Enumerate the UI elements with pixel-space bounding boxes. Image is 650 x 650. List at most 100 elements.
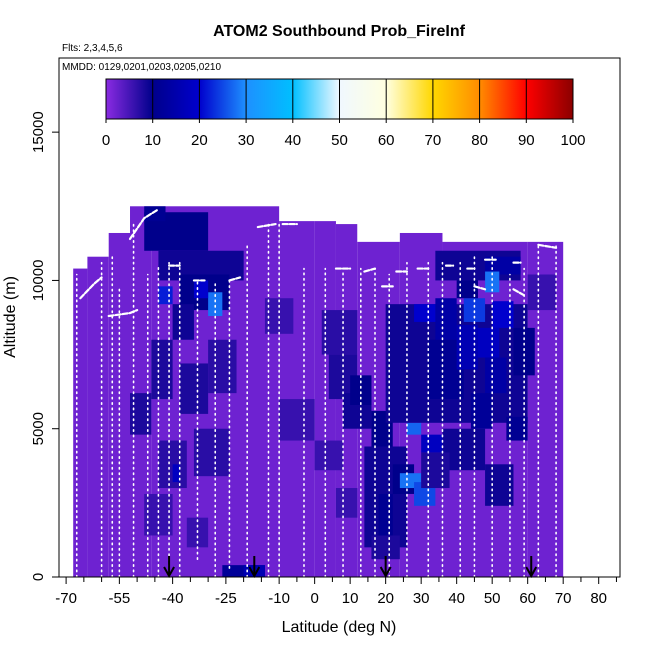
heatmap-cell — [208, 339, 237, 394]
x-tick-label: 50 — [484, 590, 501, 607]
heatmap-cell — [485, 464, 514, 506]
heatmap-layer — [73, 206, 564, 577]
heatmap-cell — [279, 399, 315, 441]
heatmap-cell — [527, 274, 557, 311]
colorbar-tick-label: 0 — [102, 132, 110, 149]
arrow-marker — [163, 556, 175, 579]
colorbar-tick-label: 20 — [191, 132, 208, 149]
colorbar-tick-label: 70 — [425, 132, 442, 149]
heatmap-cell — [456, 324, 478, 370]
y-tick-label: 0 — [30, 573, 47, 581]
x-tick-label: -25 — [215, 590, 237, 607]
x-tick-label: 0 — [310, 590, 318, 607]
arrow-head — [525, 566, 538, 579]
heatmap-cell — [414, 304, 436, 322]
heatmap-cell — [378, 493, 393, 536]
flight-track-cruise — [512, 288, 526, 297]
arrow-head — [248, 566, 261, 579]
heatmap-cell — [506, 416, 528, 441]
heatmap-cell — [485, 271, 500, 293]
x-tick-label: 40 — [448, 590, 465, 607]
flights-note: Flts: 2,3,4,5,6 — [62, 43, 123, 54]
heatmap-cell — [456, 277, 478, 299]
heatmap-cell — [470, 393, 493, 429]
heatmap-cell — [463, 298, 486, 322]
heatmap-cell — [335, 488, 358, 518]
colorbar-tick-label: 90 — [518, 132, 535, 149]
flight-track-cruise — [256, 222, 277, 229]
flight-track-cruise — [107, 308, 139, 318]
flight-track-layer — [75, 220, 557, 577]
colorbar: 0 10 20 30 40 50 60 70 80 90 100 — [102, 78, 586, 149]
x-tick-label: 80 — [590, 590, 607, 607]
x-tick-label: -55 — [109, 590, 131, 607]
x-tick-label: 10 — [342, 590, 359, 607]
plot-frame — [58, 57, 621, 578]
x-tick-label: -10 — [268, 590, 290, 607]
heatmap-cell — [485, 256, 521, 275]
arrow-marker — [525, 556, 538, 579]
colorbar-tick-label: 40 — [284, 132, 301, 149]
heatmap-cell — [193, 280, 209, 299]
x-tick-label: 60 — [519, 590, 536, 607]
heatmap-cell — [172, 464, 180, 483]
flight-track-cruise — [79, 276, 103, 300]
colorbar-tick-label: 100 — [560, 132, 585, 149]
colorbar-tick-label: 30 — [238, 132, 255, 149]
heatmap-cell — [314, 440, 344, 471]
arrow-head — [163, 566, 175, 579]
colorbar-tick-label: 80 — [471, 132, 488, 149]
heatmap-cell — [144, 206, 166, 222]
heatmap-cell — [179, 363, 209, 414]
heatmap-cell — [350, 375, 372, 405]
heatmap-cell — [158, 286, 173, 305]
y-tick-label: 5000 — [30, 412, 47, 445]
y-tick-label: 15000 — [30, 111, 47, 153]
y-tick-label: 10000 — [30, 260, 47, 302]
colorbar-tick-label: 50 — [331, 132, 348, 149]
colorbar-ticks: 0 10 20 30 40 50 60 70 80 90 100 — [102, 79, 586, 149]
y-axis: 0 5000 10000 15000 — [30, 111, 59, 581]
heatmap-background-column — [87, 256, 109, 577]
x-axis: -70 -55 -40 -25 -10 0 10 20 30 40 50 60 70 80 — [55, 577, 617, 607]
x-tick-label: 20 — [377, 590, 394, 607]
heatmap-background-column — [130, 206, 152, 577]
arrow-marker-layer — [163, 556, 538, 579]
arrow-marker — [379, 556, 392, 579]
x-tick-label: 70 — [555, 590, 572, 607]
arrow-head — [379, 566, 392, 579]
cruise-segment-layer — [79, 208, 558, 318]
heatmap-background-column — [73, 268, 88, 577]
heatmap-cell — [421, 452, 450, 489]
y-axis-label: Altitude (m) — [2, 276, 19, 358]
flight-track-cruise — [473, 285, 487, 291]
heatmap-cell — [151, 339, 173, 400]
heatmap-cell — [208, 292, 223, 317]
heatmap-cell — [485, 357, 507, 394]
heatmap-cell — [435, 298, 457, 340]
x-tick-label: 30 — [413, 590, 430, 607]
heatmap-cell — [421, 434, 443, 453]
heatmap-cell — [371, 535, 400, 560]
heatmap-cell — [193, 428, 230, 477]
x-tick-label: -70 — [55, 590, 77, 607]
flight-track-cruise — [228, 276, 242, 282]
flight-track-cruise — [363, 267, 377, 273]
flight-track-cruise — [128, 208, 160, 241]
dates-note: MMDD: 0129,0201,0203,0205,0210 — [62, 62, 221, 73]
heatmap-cell — [477, 327, 500, 358]
chart-title: ATOM2 Southbound Prob_FireInf — [213, 23, 466, 40]
colorbar-tick-label: 10 — [144, 132, 161, 149]
x-axis-label: Latitude (deg N) — [282, 619, 397, 636]
heatmap-cell — [513, 327, 535, 376]
heatmap-cell — [406, 422, 422, 435]
heatmap-cell — [492, 301, 514, 328]
heatmap-cell — [321, 310, 358, 355]
x-tick-label: -40 — [162, 590, 184, 607]
flight-track-cruise — [537, 243, 558, 249]
plot-region — [73, 206, 564, 579]
heatmap-cell — [130, 393, 152, 435]
arrow-marker — [248, 556, 261, 579]
heatmap-cell — [172, 304, 194, 340]
